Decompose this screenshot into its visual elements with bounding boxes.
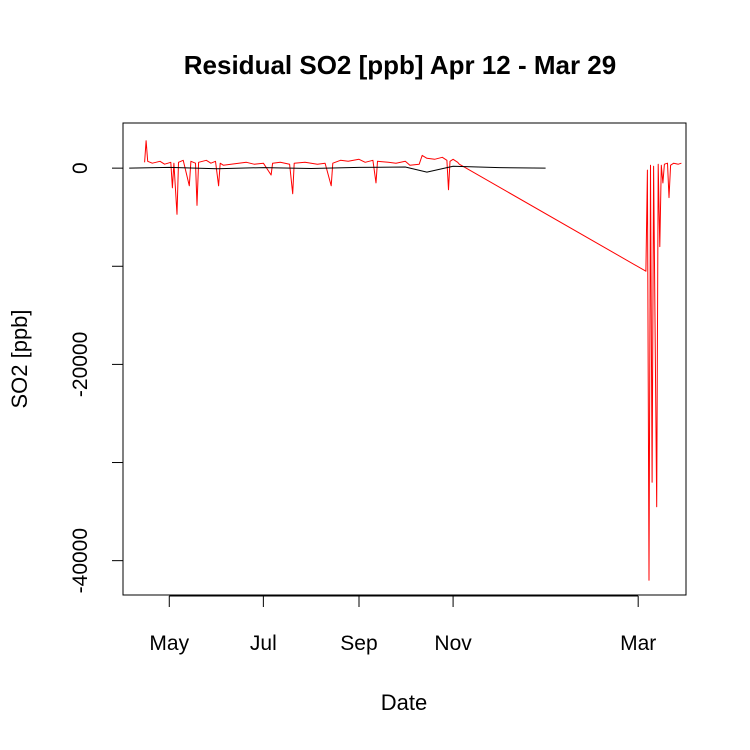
x-tick-label: Nov [434,632,472,655]
y-tick-label: -40000 [69,528,92,593]
series-line-1 [144,140,682,581]
y-tick-label: -20000 [69,332,92,397]
plot-area-frame [122,122,687,596]
chart-title: Residual SO2 [ppb] Apr 12 - Mar 29 [184,50,616,80]
series-layer [129,140,682,581]
y-tick-label: 0 [69,162,92,174]
x-tick-label: Jul [250,632,277,655]
y-axis: 0 -20000 -40000 [69,162,124,593]
x-axis: May Jul Sep Nov Mar [149,595,656,655]
x-tick-label: Mar [620,632,656,655]
y-axis-label: SO2 [ppb] [7,309,32,408]
x-axis-label: Date [381,690,427,715]
x-tick-label: Sep [340,632,377,655]
x-tick-label: May [149,632,189,655]
series-line-2 [129,165,546,173]
